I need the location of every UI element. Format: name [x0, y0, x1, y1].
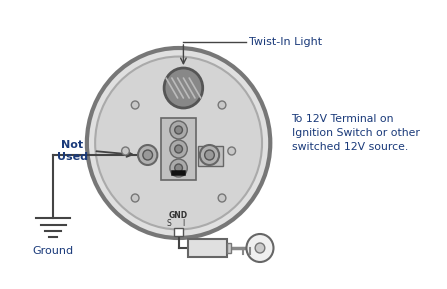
- Circle shape: [246, 234, 274, 262]
- Circle shape: [170, 140, 187, 158]
- Text: I: I: [182, 219, 185, 228]
- Circle shape: [87, 48, 270, 238]
- Circle shape: [218, 101, 226, 109]
- Text: Ground: Ground: [33, 246, 74, 256]
- Bar: [227, 243, 231, 253]
- Bar: [174, 228, 183, 236]
- Circle shape: [164, 68, 203, 108]
- Circle shape: [131, 194, 139, 202]
- Circle shape: [175, 164, 182, 172]
- Text: To 12V Terminal on
Ignition Switch or other
switched 12V source.: To 12V Terminal on Ignition Switch or ot…: [291, 114, 419, 152]
- Circle shape: [131, 101, 139, 109]
- Circle shape: [255, 243, 265, 253]
- Text: GND: GND: [169, 211, 188, 220]
- Bar: [198, 146, 223, 166]
- Circle shape: [143, 150, 152, 160]
- Circle shape: [175, 145, 182, 153]
- Circle shape: [170, 121, 187, 139]
- Text: S: S: [167, 219, 171, 228]
- Circle shape: [95, 57, 262, 229]
- Circle shape: [200, 145, 219, 165]
- Circle shape: [205, 150, 214, 160]
- Circle shape: [218, 194, 226, 202]
- Circle shape: [170, 159, 187, 177]
- Bar: [161, 118, 196, 180]
- Circle shape: [228, 147, 236, 155]
- Circle shape: [122, 147, 129, 155]
- Text: Twist-In Light: Twist-In Light: [249, 37, 322, 47]
- Bar: [188, 239, 227, 257]
- Text: Not
Used: Not Used: [57, 140, 88, 162]
- Circle shape: [175, 126, 182, 134]
- Circle shape: [138, 145, 157, 165]
